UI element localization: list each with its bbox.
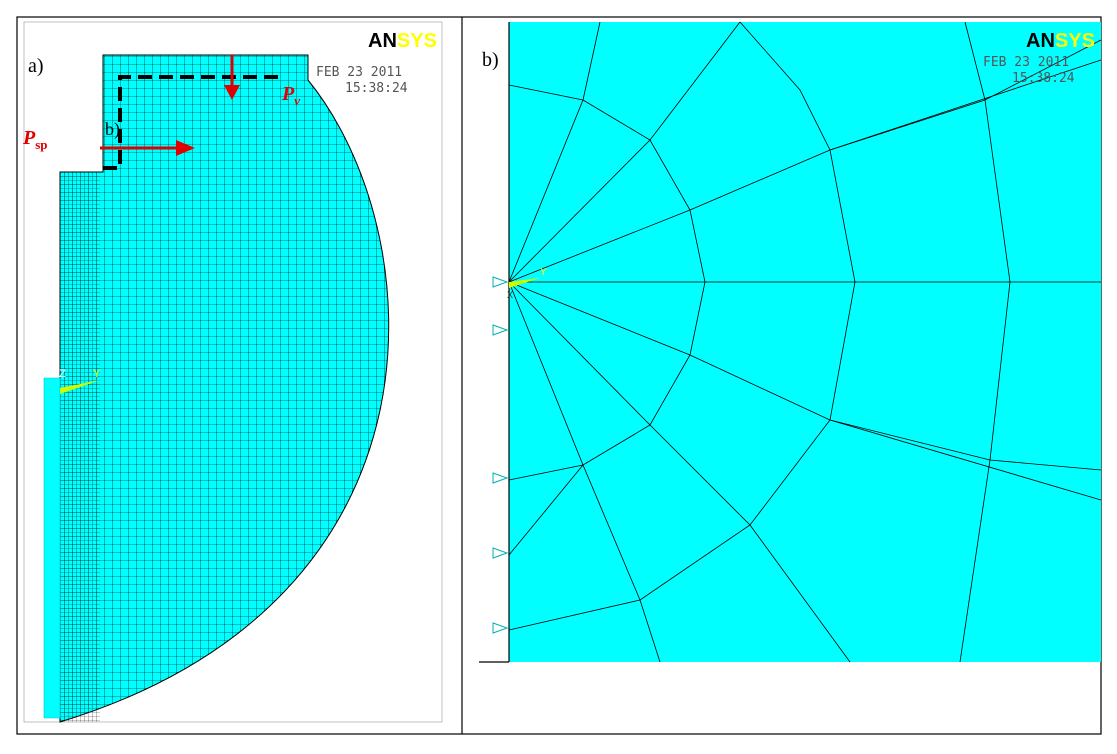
mesh-refined: [60, 172, 100, 722]
axis-label: Y: [93, 368, 101, 380]
load-label: Pv: [281, 83, 300, 108]
time: 15:38:24: [1012, 71, 1075, 86]
load-subscript: v: [294, 93, 300, 108]
supports: [492, 276, 509, 634]
load-symbol: P: [281, 83, 295, 105]
axis-label: X: [507, 290, 513, 300]
logo-an: AN: [368, 30, 397, 52]
logo-sys: SYS: [397, 30, 437, 52]
load-symbol: P: [22, 127, 36, 149]
logo-sys: SYS: [1055, 30, 1095, 52]
load-label: Psp: [22, 127, 48, 152]
panel-b: Y X b) ANSYS FEB 23 2011 15:38:24: [479, 21, 1102, 663]
load-subscript: sp: [35, 137, 47, 152]
date: FEB 23 2011: [316, 65, 402, 80]
mesh: [59, 54, 390, 723]
detail-outline: [103, 75, 282, 170]
mesh-domain: [509, 22, 1101, 662]
logo: ANSYS: [368, 30, 437, 52]
axis-triad: [60, 380, 100, 394]
axis-triad: [509, 278, 540, 288]
detail-label: b): [105, 119, 120, 140]
panel-label: a): [28, 55, 44, 77]
time: 15:38:24: [345, 81, 408, 96]
axis-label: Z: [59, 368, 66, 380]
supports: [43, 377, 61, 719]
panel-a: Z Y b) Pv Psp a) ANSYS FEB 23 2011 15:38…: [22, 21, 443, 723]
load-arrow: [100, 55, 240, 156]
logo: ANSYS: [1026, 30, 1095, 52]
axis-label: Y: [540, 267, 547, 278]
date: FEB 23 2011: [983, 55, 1069, 70]
panel-label: b): [482, 49, 499, 71]
logo-an: AN: [1026, 30, 1055, 52]
mesh: [508, 21, 1102, 663]
